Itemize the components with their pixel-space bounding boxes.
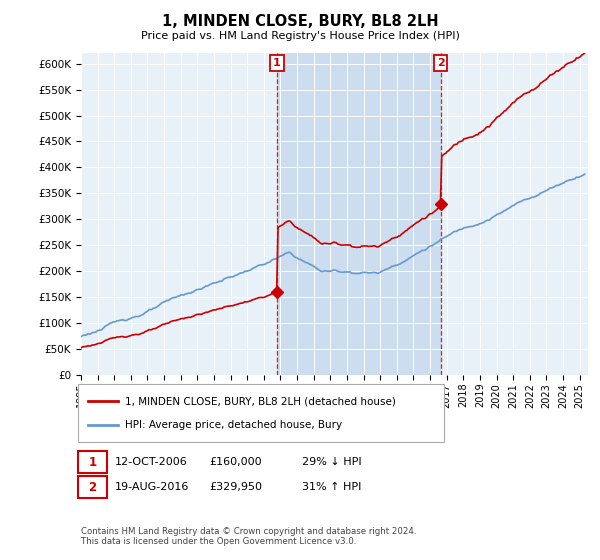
Bar <box>277 53 440 375</box>
Text: 1, MINDEN CLOSE, BURY, BL8 2LH (detached house): 1, MINDEN CLOSE, BURY, BL8 2LH (detached… <box>125 396 396 407</box>
Text: Contains HM Land Registry data © Crown copyright and database right 2024.
This d: Contains HM Land Registry data © Crown c… <box>81 526 416 546</box>
Text: £329,950: £329,950 <box>209 482 262 492</box>
Text: £160,000: £160,000 <box>209 457 262 467</box>
Text: 19-AUG-2016: 19-AUG-2016 <box>115 482 189 492</box>
Text: 1: 1 <box>88 455 97 469</box>
Text: HPI: Average price, detached house, Bury: HPI: Average price, detached house, Bury <box>125 419 343 430</box>
Text: 31% ↑ HPI: 31% ↑ HPI <box>302 482 361 492</box>
Text: 2: 2 <box>437 58 445 68</box>
Text: 12-OCT-2006: 12-OCT-2006 <box>115 457 187 467</box>
Text: 1, MINDEN CLOSE, BURY, BL8 2LH: 1, MINDEN CLOSE, BURY, BL8 2LH <box>161 14 439 29</box>
Text: 29% ↓ HPI: 29% ↓ HPI <box>302 457 361 467</box>
Text: Price paid vs. HM Land Registry's House Price Index (HPI): Price paid vs. HM Land Registry's House … <box>140 31 460 41</box>
Text: 1: 1 <box>273 58 281 68</box>
Text: 2: 2 <box>88 480 97 494</box>
